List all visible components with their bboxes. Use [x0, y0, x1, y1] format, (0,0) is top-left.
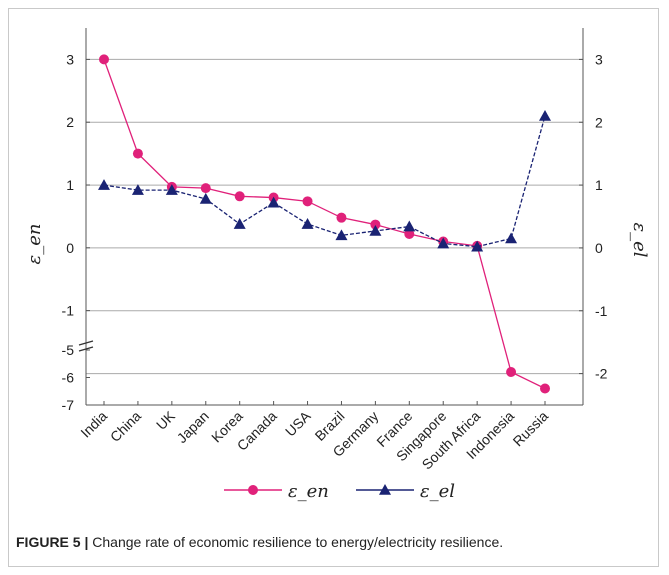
left-tick-label: 3: [66, 51, 74, 67]
data-point-1: [471, 240, 484, 252]
data-point-0: [336, 212, 347, 223]
data-point-1: [301, 218, 314, 229]
data-point-0: [404, 228, 415, 239]
legend-label: ε_en: [288, 481, 329, 502]
series-line-1: [103, 115, 546, 248]
legend-marker: [248, 485, 258, 495]
caption-text: Change rate of economic resilience to en…: [92, 534, 504, 550]
left-tick-label: -5: [62, 342, 75, 358]
right-tick-label: 0: [595, 240, 603, 256]
data-point-1: [165, 184, 178, 195]
x-tick-label: China: [107, 408, 144, 445]
axis-break-mark: [78, 346, 94, 352]
data-point-1: [505, 232, 518, 244]
data-point-1: [233, 218, 246, 229]
x-tick-label: India: [77, 408, 110, 441]
data-point-0: [540, 383, 550, 394]
left-tick-label: -6: [62, 370, 75, 386]
data-point-1: [437, 237, 450, 249]
data-point-1: [403, 220, 416, 232]
left-axis-title: ε_en: [24, 224, 45, 265]
data-point-0: [132, 148, 143, 159]
data-point-1: [131, 184, 144, 195]
data-point-0: [370, 219, 381, 230]
right-tick-label: -2: [595, 366, 608, 382]
data-point-1: [267, 196, 280, 208]
left-tick-label: 1: [66, 177, 74, 193]
data-point-0: [234, 191, 245, 202]
data-point-1: [199, 192, 212, 204]
right-axis-title: ε_el: [629, 222, 650, 257]
legend-marker: [379, 484, 391, 495]
figure-frame: [8, 8, 659, 567]
data-point-0: [200, 183, 211, 194]
legend-label: ε_el: [420, 481, 455, 502]
data-point-0: [99, 54, 109, 65]
data-point-0: [506, 367, 517, 377]
data-point-1: [539, 109, 551, 121]
data-point-1: [98, 179, 110, 190]
right-tick-label: 3: [595, 51, 603, 67]
right-tick-label: -1: [595, 303, 608, 319]
right-tick-label: 2: [595, 114, 603, 130]
axis-break-mark: [78, 340, 94, 346]
data-point-1: [369, 224, 382, 236]
left-tick-label: 2: [66, 114, 74, 130]
left-tick-label: -7: [62, 397, 75, 413]
x-tick-label: Russia: [510, 408, 552, 450]
left-tick-label: -1: [62, 303, 75, 319]
caption-label: FIGURE 5 |: [16, 534, 89, 550]
x-tick-label: UK: [153, 407, 179, 433]
data-point-1: [335, 229, 348, 241]
data-point-0: [302, 196, 313, 207]
right-tick-label: 1: [595, 177, 603, 193]
figure-caption: FIGURE 5 | Change rate of economic resil…: [16, 534, 503, 550]
x-tick-label: Japan: [174, 408, 212, 446]
x-tick-label: USA: [282, 407, 314, 439]
left-tick-label: 0: [66, 240, 74, 256]
series-line-0: [103, 59, 546, 390]
